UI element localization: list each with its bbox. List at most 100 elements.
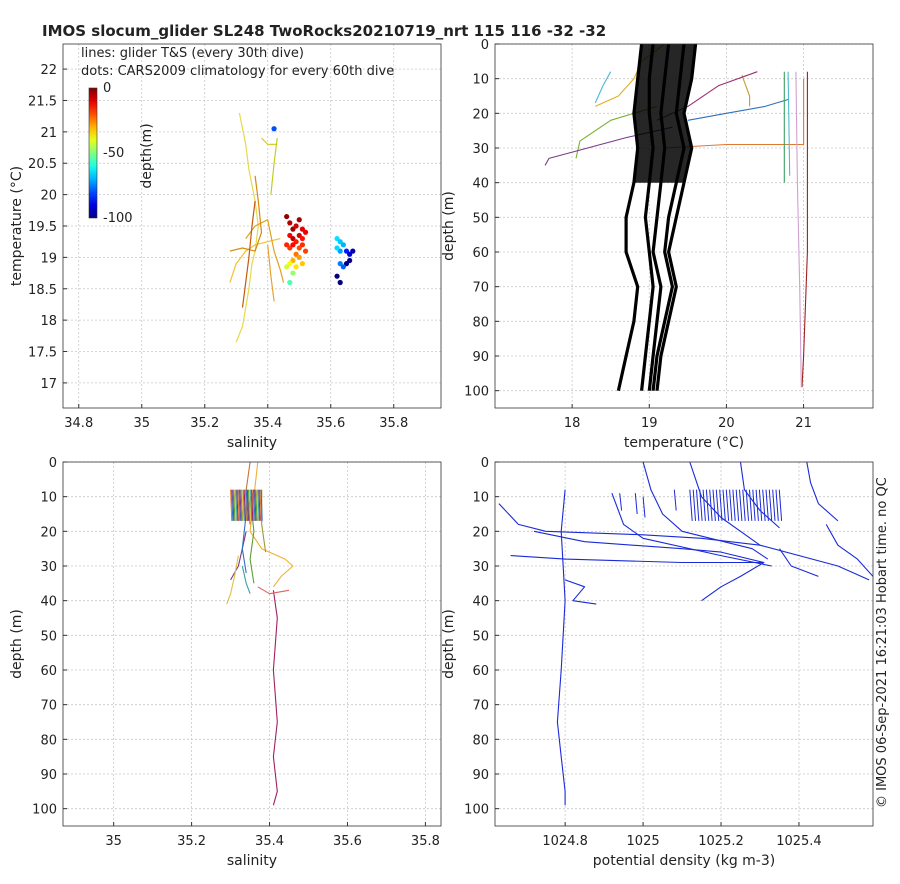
climatology-dot [337,261,343,267]
climatology-dot [302,229,309,235]
climatology-dot [299,235,305,242]
density-profile [642,462,769,560]
glider-salinity-profile [249,496,255,584]
climatology-dot [287,245,293,251]
climatology-dot [290,270,296,276]
density-yo-yo-profile [755,489,759,521]
climatology-dot [284,264,290,270]
climatology-dot [284,242,290,248]
yo-yo-profile [260,489,263,521]
climatology-dot [293,251,299,257]
x-tick-label: 18 [564,416,581,431]
yo-yo-profile [236,489,239,521]
plot-area [544,44,808,392]
climatology-dot [287,220,293,226]
glider-salinity-profile [226,555,239,605]
x-tick-label: 35.8 [379,416,408,431]
glider-ts-line [245,219,285,283]
timestamp-note: © IMOS 06-Sep-2021 16:21:03 Hobart time.… [875,477,890,808]
y-tick-label: 19 [40,251,57,266]
climatology-dot [347,257,353,264]
glider-salinity-profile [245,462,251,525]
axes-frame [494,43,874,409]
x-tick-label: 35.8 [411,834,440,849]
density-yo-yo-profile [712,489,716,521]
climatology-dot [302,248,309,254]
panel-dens_depth: 1024.8 1025 1025.2 1025.4 0 10 20 30 40 50 60 70 80 9… [441,456,874,869]
glider-salinity-profile [272,590,278,806]
density-yo-yo-profile [745,489,749,521]
yo-yo-profile [256,489,259,521]
y-tick-label: 22 [40,63,57,78]
yo-yo-profile [235,489,238,521]
colorbar-label: depth(m) [139,123,155,188]
climatology-dot [290,226,296,232]
y-tick-label: 40 [472,177,489,192]
density-yo-yo-profile [758,489,763,521]
y-tick-label: 18.5 [28,283,57,298]
climatology-dot [293,264,299,270]
climatology-dot [350,248,356,254]
yo-yo-profile [248,489,251,521]
climatology-dot [340,264,346,270]
plot-area [498,462,873,806]
density-yo-yo-profile [715,489,720,521]
density-profile [498,503,870,581]
yo-yo-profile [241,489,244,521]
density-profile [611,493,772,567]
y-tick-label: 20.5 [28,157,57,172]
density-yo-yo-profile [772,489,776,521]
density-yo-yo-profile [768,489,773,521]
density-profile [825,524,873,577]
glider-salinity-profile [230,531,247,581]
density-profile [556,489,566,806]
climatology-dot [293,223,299,229]
density-yo-yo-profile [692,489,696,521]
y-tick-label: 50 [472,211,489,226]
legend-lines-text: lines: glider T&S (every 30th dive) [81,46,304,61]
density-yo-yo-profile [729,489,733,521]
y-tick-label: 18 [40,314,57,329]
y-tick-label: 60 [472,664,489,679]
yo-yo-profile [234,489,237,521]
density-yo-yo-profile [705,489,710,521]
climatology-dot [296,217,302,223]
glider-ts-line [261,137,278,145]
climatology-dot [290,235,296,242]
density-yo-yo-profile [699,489,703,521]
yo-yo-profile [249,489,252,521]
density-short-profile [634,493,638,515]
density-profile [510,555,764,564]
yo-yo-profile [255,489,258,521]
yo-yo-profile [251,489,254,521]
glider-ts-line [267,244,275,302]
density-yo-yo-profile [778,489,783,521]
climatology-dot [290,257,296,264]
density-yo-yo-profile [725,489,730,521]
legend-dots-text: dots: CARS2009 climatology for every 60t… [81,64,394,79]
density-yo-yo-profile [739,489,743,521]
glider-salinity-profile [261,489,267,553]
y-tick-label: 60 [40,664,57,679]
y-tick-label: 40 [40,595,57,610]
yo-yo-profile [250,489,253,521]
y-tick-label: 70 [472,281,489,296]
climatology-dot [337,248,343,254]
density-yo-yo-profile [765,489,769,521]
y-tick-label: 30 [472,560,489,575]
axes-frame [494,461,874,827]
density-yo-yo-profile [689,489,693,521]
yo-yo-profile [237,489,240,521]
yo-yo-profile [238,489,241,521]
y-tick-label: 60 [472,246,489,261]
climatology-dot [347,251,353,257]
y-tick-label: 21.5 [28,94,57,109]
y-axis-label: depth (m) [441,609,457,679]
axes-frame [62,461,442,827]
x-tick-label: 21 [795,416,812,431]
density-profile [779,548,819,577]
y-tick-label: 20 [40,189,57,204]
yo-yo-profile [233,489,236,521]
climatology-dot [334,245,340,251]
x-tick-label: 35.6 [333,834,362,849]
